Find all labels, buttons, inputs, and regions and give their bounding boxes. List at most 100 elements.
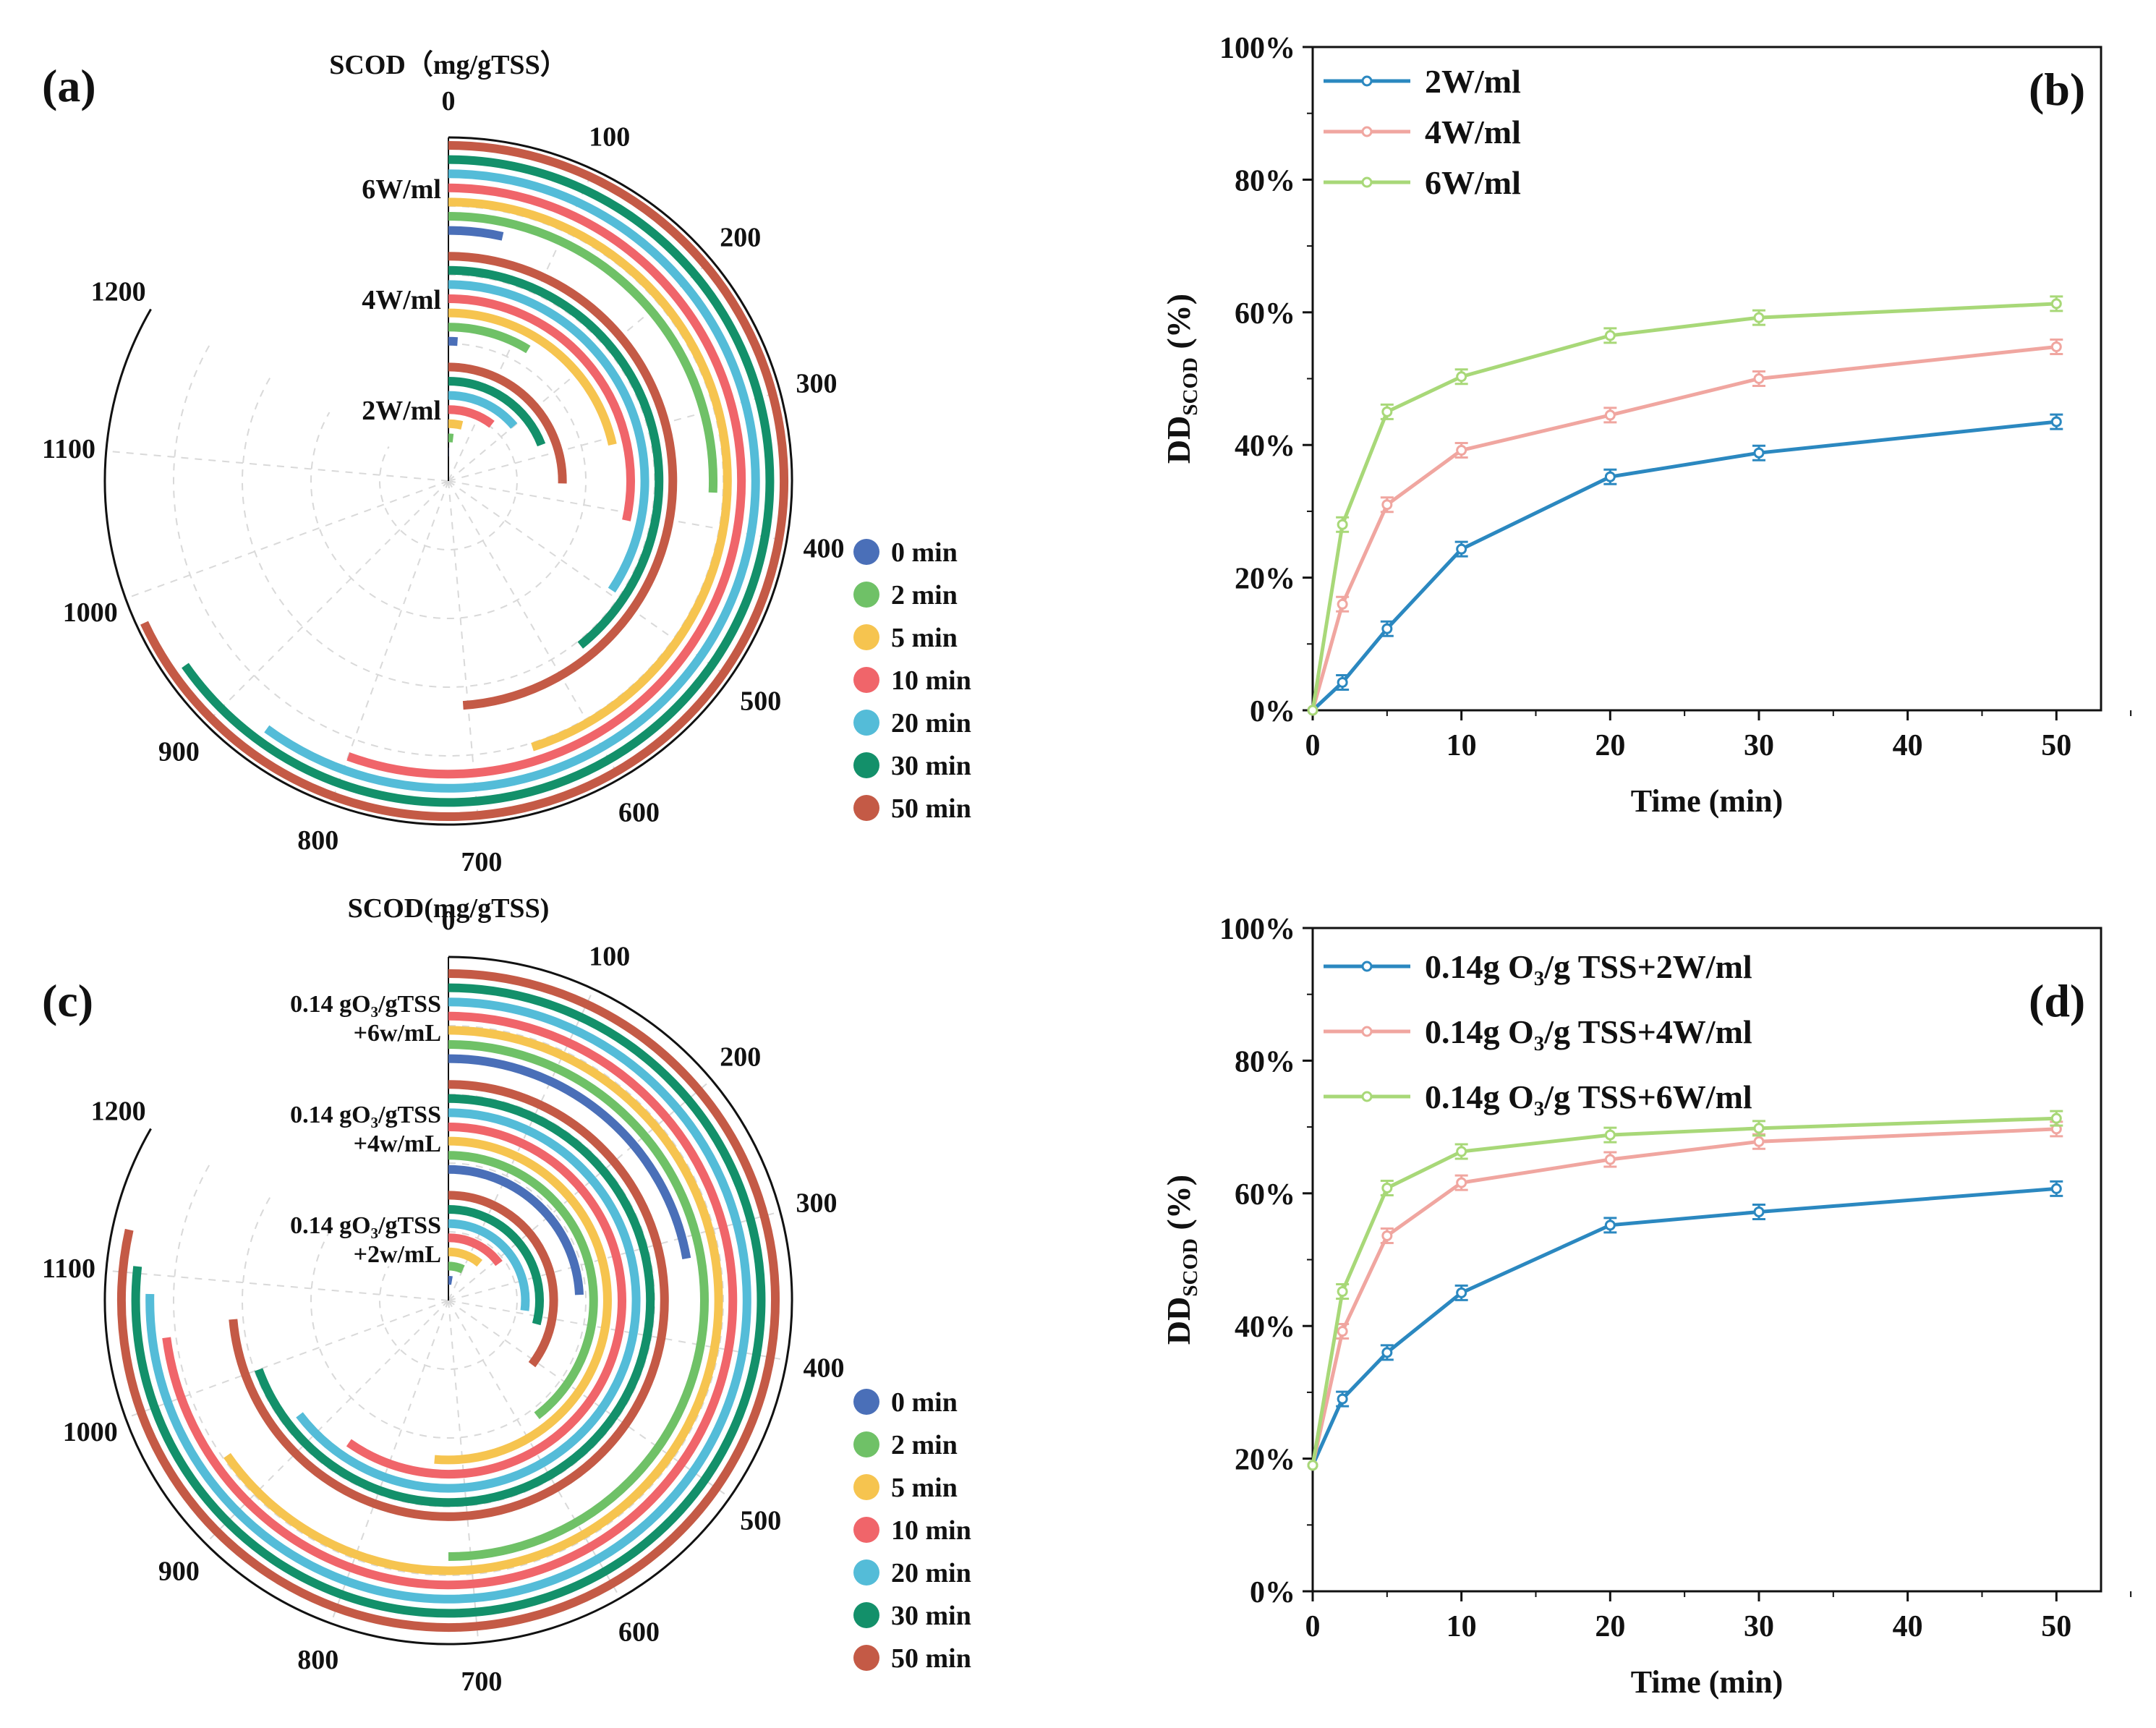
radial-bar-0-6 — [448, 362, 567, 484]
radial-grid-ring — [310, 1162, 587, 1439]
radial-grid-ring — [173, 1025, 724, 1576]
radial-bar-1-3 — [448, 294, 635, 522]
panel-label: (d) — [2029, 975, 2085, 1026]
angular-tick-label: 300 — [796, 369, 838, 399]
panel-a-radial-chart: 0 100 200 300 400 500 600 700 800 900 1000 1100 1200… — [42, 50, 971, 877]
angular-tick-label: 100 — [589, 941, 630, 971]
y-tick-label: 0% — [1250, 695, 1295, 728]
data-point — [2050, 1183, 2062, 1194]
data-point — [1604, 330, 1616, 341]
legend-marker — [853, 795, 879, 821]
angular-tick-label: 0 — [442, 86, 456, 116]
series-line-0 — [1311, 420, 2057, 712]
radial-grid-ring — [378, 1231, 518, 1370]
radial-bar-0-4 — [448, 391, 518, 429]
data-point — [1753, 1206, 1765, 1217]
data-point — [1456, 445, 1467, 456]
radial-grid-spoke — [330, 480, 449, 804]
angular-tick-label: 1000 — [63, 1417, 118, 1447]
x-tick-label: 10 — [1446, 729, 1477, 762]
data-point — [1753, 447, 1765, 459]
legend-marker — [853, 1474, 879, 1500]
radial-grid-spoke — [106, 1269, 449, 1301]
x-axis-label: Time (min) — [1631, 783, 1784, 819]
x-tick-label: 20 — [1595, 729, 1625, 762]
data-point — [1307, 705, 1318, 716]
data-point — [2050, 416, 2062, 427]
radial-bar-2-6 — [117, 969, 780, 1632]
angular-tick-label: 200 — [720, 222, 761, 252]
x-tick-label: 20 — [1595, 1610, 1625, 1643]
legend-label: 0.14g O3/g TSS+4W/ml — [1425, 1013, 1752, 1055]
data-point — [1604, 1220, 1616, 1231]
legend-marker — [853, 1602, 879, 1628]
angular-tick-label: 200 — [720, 1042, 761, 1072]
radial-bar-1-2 — [448, 308, 617, 446]
radial-bar-2-5 — [131, 983, 766, 1618]
radial-bar-0-4 — [448, 1219, 530, 1311]
angular-tick-label: 500 — [740, 1505, 781, 1536]
group-label: 6W/ml — [362, 174, 441, 205]
x-tick-label: 50 — [2041, 729, 2071, 762]
legend-label: 30 min — [891, 751, 971, 781]
panel-label: (c) — [42, 975, 93, 1026]
radial-bar-2-2 — [448, 197, 732, 752]
radial-grid-spoke — [448, 480, 480, 824]
group-label: 0.14 gO3/gTSS — [290, 991, 441, 1021]
radial-grid-spoke — [125, 1300, 449, 1419]
legend-label: 0.14g O3/g TSS+2W/ml — [1425, 948, 1752, 990]
legend-label: 50 min — [891, 793, 971, 824]
series-line-1 — [1311, 1127, 2057, 1466]
angular-tick-label: 700 — [461, 847, 502, 877]
radial-bar-2-5 — [182, 155, 775, 807]
legend-marker — [853, 1559, 879, 1586]
y-tick-label: 100% — [1219, 913, 1295, 946]
radial-outer-arc — [103, 136, 793, 826]
radial-bar-0-2 — [448, 419, 464, 430]
radial-bar-0-5 — [448, 1205, 544, 1326]
y-tick-label: 100% — [1219, 32, 1295, 65]
group-label: +6w/mL — [354, 1020, 441, 1047]
y-tick-label: 80% — [1235, 164, 1295, 197]
radial-grid-ring — [378, 412, 518, 550]
radial-outer-arc — [103, 955, 793, 1646]
data-point — [1456, 371, 1467, 383]
data-point — [1753, 312, 1765, 323]
radial-bar-1-3 — [346, 1123, 626, 1478]
legend-label: 2 min — [891, 580, 958, 610]
data-point — [1337, 1326, 1348, 1337]
radial-bar-2-0 — [448, 226, 504, 241]
radial-bar-1-5 — [448, 265, 664, 649]
legend-label: 0 min — [891, 537, 958, 568]
legend-marker — [1361, 126, 1373, 137]
data-point — [1337, 1286, 1348, 1298]
data-point — [2050, 341, 2062, 352]
legend-label: 5 min — [891, 1473, 958, 1503]
radial-bar-2-1 — [448, 212, 718, 493]
legend-label: 30 min — [891, 1601, 971, 1631]
x-tick-label: 0 — [1305, 729, 1321, 762]
y-tick-label: 60% — [1235, 1178, 1295, 1212]
radial-bar-0-5 — [448, 377, 546, 447]
legend-label: 10 min — [891, 1515, 971, 1546]
data-point — [1604, 1129, 1616, 1141]
legend-label: 20 min — [891, 708, 971, 739]
series-line-0 — [1311, 1186, 2057, 1466]
legend-marker — [853, 667, 879, 693]
group-label: 0.14 gO3/gTSS — [290, 1212, 441, 1242]
x-tick-label: 30 — [1744, 729, 1774, 762]
radial-bar-2-0 — [448, 1054, 691, 1259]
radial-bar-1-4 — [296, 1108, 641, 1493]
angular-tick-label: 0 — [442, 906, 456, 936]
legend-marker — [853, 624, 879, 650]
radial-bar-2-2 — [223, 1026, 723, 1575]
radial-bar-1-5 — [254, 1094, 655, 1507]
radial-title: SCOD（mg/gTSS） — [329, 50, 567, 80]
radial-bar-1-6 — [229, 1080, 669, 1521]
data-point — [1337, 1393, 1348, 1405]
radial-bar-1-6 — [448, 252, 678, 710]
legend-label: 10 min — [891, 665, 971, 696]
radial-bar-0-3 — [448, 405, 495, 428]
y-tick-label: 80% — [1235, 1045, 1295, 1078]
